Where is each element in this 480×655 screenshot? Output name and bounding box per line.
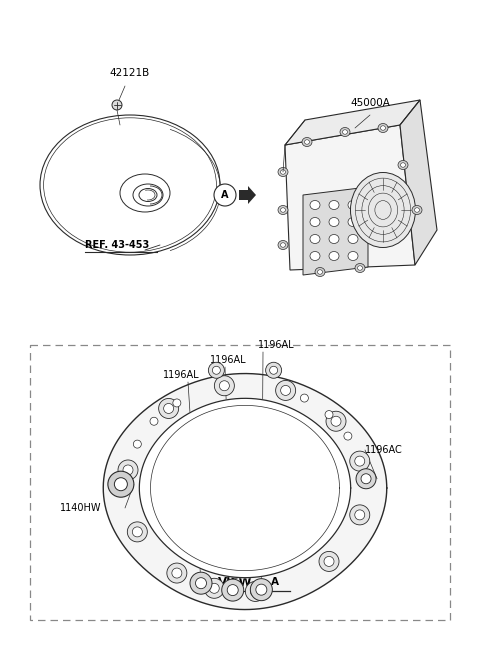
Circle shape [114,477,127,491]
Circle shape [167,563,187,583]
Circle shape [265,362,282,379]
Text: A: A [221,190,229,200]
Circle shape [256,584,267,595]
Polygon shape [285,100,420,145]
Ellipse shape [398,160,408,170]
Ellipse shape [280,208,286,212]
Circle shape [326,411,346,431]
Circle shape [132,527,143,537]
Ellipse shape [280,170,286,174]
Circle shape [356,469,376,489]
Ellipse shape [317,270,323,274]
Text: REF. 43-453: REF. 43-453 [85,240,149,250]
Ellipse shape [315,267,325,276]
Ellipse shape [304,140,310,144]
Circle shape [172,568,182,578]
Circle shape [281,385,290,396]
Ellipse shape [329,200,339,210]
Bar [30,345,450,620]
Circle shape [108,471,134,497]
Ellipse shape [329,234,339,244]
Circle shape [209,584,219,593]
Circle shape [300,394,309,402]
Ellipse shape [381,126,385,130]
Ellipse shape [348,217,358,227]
Circle shape [190,572,212,594]
Circle shape [150,417,158,425]
Circle shape [173,399,181,407]
Ellipse shape [412,206,422,214]
Circle shape [133,440,141,448]
Ellipse shape [355,263,365,272]
Circle shape [195,578,206,589]
Ellipse shape [310,234,320,244]
Ellipse shape [329,252,339,261]
Circle shape [158,398,179,419]
Circle shape [208,362,224,379]
Ellipse shape [340,128,350,136]
Circle shape [324,557,334,567]
Circle shape [270,366,277,374]
Circle shape [123,465,133,475]
Ellipse shape [348,234,358,244]
Ellipse shape [415,208,420,212]
Ellipse shape [310,252,320,261]
Circle shape [127,522,147,542]
Polygon shape [303,187,368,275]
Circle shape [355,456,365,466]
Circle shape [276,381,296,400]
Text: 1140HW: 1140HW [60,503,101,513]
Circle shape [361,474,371,484]
Ellipse shape [329,217,339,227]
Circle shape [245,582,265,601]
Ellipse shape [350,172,416,248]
Polygon shape [239,186,256,204]
Ellipse shape [343,130,348,134]
Circle shape [319,552,339,571]
Circle shape [251,586,260,597]
Circle shape [215,376,234,396]
Ellipse shape [378,124,388,132]
Ellipse shape [348,252,358,261]
Ellipse shape [278,206,288,214]
Text: VIEW: VIEW [218,576,252,588]
Text: 1196AL: 1196AL [210,355,247,365]
Polygon shape [103,373,387,610]
Circle shape [112,100,122,110]
Polygon shape [139,398,351,578]
Text: 1196AC: 1196AC [365,445,403,455]
Ellipse shape [278,240,288,250]
Circle shape [214,184,236,206]
Circle shape [118,460,138,480]
Circle shape [350,505,370,525]
Circle shape [251,578,272,601]
Ellipse shape [310,217,320,227]
Text: 42121B: 42121B [110,68,150,78]
Text: A: A [271,577,279,587]
Circle shape [350,451,370,471]
Ellipse shape [280,243,286,247]
Text: 1196AL: 1196AL [258,340,295,350]
Polygon shape [285,125,415,270]
Text: 45000A: 45000A [350,98,390,108]
Circle shape [227,585,238,595]
Circle shape [164,403,174,413]
Circle shape [344,432,352,440]
Circle shape [325,411,333,419]
Ellipse shape [310,200,320,210]
Circle shape [355,510,365,520]
Circle shape [222,579,244,601]
Ellipse shape [358,266,362,271]
Circle shape [212,366,220,374]
Circle shape [219,381,229,391]
Ellipse shape [302,138,312,147]
Circle shape [331,417,341,426]
Circle shape [204,578,224,598]
Ellipse shape [400,162,406,167]
Polygon shape [400,100,437,265]
Text: 1196AL: 1196AL [163,370,200,380]
Ellipse shape [278,168,288,176]
Ellipse shape [348,200,358,210]
